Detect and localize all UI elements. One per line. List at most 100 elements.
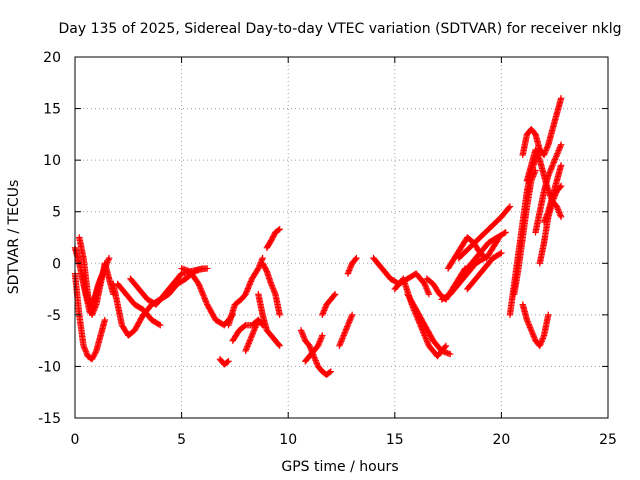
data-point [529, 331, 537, 338]
data-point [538, 338, 545, 345]
data-point [553, 203, 561, 210]
data-point [244, 341, 252, 349]
data-point [535, 153, 542, 161]
data-point [556, 210, 564, 218]
data-point [422, 335, 430, 342]
data-point [545, 311, 552, 319]
data-point [556, 145, 563, 153]
data-point [557, 182, 565, 190]
data-point [318, 333, 325, 341]
data-point [262, 265, 269, 272]
series-arc-4 [78, 270, 106, 316]
data-point [315, 341, 322, 348]
data-point [541, 217, 548, 224]
data-point [268, 236, 276, 243]
series-arc-35 [532, 141, 565, 236]
data-point [346, 317, 353, 324]
series-arc-15 [263, 226, 283, 252]
data-point [247, 334, 255, 341]
data-point [245, 340, 252, 347]
y-tick-label: 20 [43, 50, 61, 66]
data-point [523, 316, 531, 324]
data-point [528, 327, 535, 334]
series-arc-13 [255, 291, 283, 349]
data-point [201, 295, 208, 302]
data-point [556, 209, 563, 216]
data-point [267, 237, 275, 244]
data-point [105, 256, 112, 263]
data-point [313, 358, 320, 366]
data-point [105, 254, 113, 262]
series-arc-11 [229, 316, 262, 344]
series-arc-18 [319, 291, 339, 319]
data-point [259, 260, 266, 267]
data-point [196, 282, 203, 289]
data-point [91, 350, 99, 357]
data-point [251, 325, 258, 333]
data-point [275, 341, 283, 348]
data-point [530, 333, 537, 340]
data-point [531, 170, 538, 177]
data-point [557, 141, 565, 148]
data-point [556, 144, 564, 151]
data-point [542, 147, 550, 154]
data-point [336, 341, 344, 348]
data-point [246, 337, 254, 344]
data-point [242, 347, 249, 355]
data-point [551, 157, 558, 165]
data-point [531, 334, 538, 341]
series-arc-33 [519, 95, 565, 159]
data-point [317, 335, 325, 342]
data-point [322, 304, 329, 311]
data-point [275, 226, 282, 234]
y-tick-label: 0 [52, 256, 61, 272]
data-point [342, 327, 349, 335]
data-point [341, 330, 348, 338]
data-point [314, 342, 322, 349]
grid-lines [75, 57, 608, 418]
data-point [554, 204, 561, 212]
data-point [262, 266, 270, 274]
data-point [297, 327, 305, 334]
data-point [502, 229, 509, 236]
series-arc-17 [302, 332, 326, 365]
data-point [224, 358, 231, 366]
data-point [352, 255, 359, 263]
data-point [345, 320, 352, 327]
data-point [80, 344, 88, 351]
data-point [246, 338, 253, 346]
data-point [269, 285, 277, 292]
axis-ticks: 0 5 10 15 20 25 -15 -10 -5 0 5 10 15 20 [38, 50, 617, 448]
data-point [203, 265, 211, 272]
data-point [203, 299, 210, 307]
data-point [99, 270, 106, 277]
data-point [254, 266, 261, 273]
x-tick-label: 15 [386, 432, 404, 448]
data-point [542, 148, 549, 156]
data-point [543, 211, 551, 218]
data-point [97, 276, 104, 283]
data-point [269, 234, 276, 242]
data-point [421, 280, 428, 288]
data-point [424, 339, 431, 347]
data-point [252, 324, 259, 331]
series-arc-37 [540, 162, 565, 226]
data-point [419, 327, 427, 335]
data-point [549, 162, 556, 169]
data-point [535, 155, 543, 162]
data-point [200, 293, 208, 301]
data-point [537, 341, 544, 348]
data-point [527, 325, 534, 333]
data-point [422, 333, 429, 341]
data-point [267, 280, 275, 288]
data-point [340, 332, 347, 339]
data-point [320, 307, 328, 314]
data-point [92, 349, 99, 356]
data-point [311, 355, 319, 363]
data-point [524, 318, 531, 325]
data-point [198, 288, 205, 295]
data-point [447, 350, 454, 358]
data-point [424, 288, 431, 295]
data-point [316, 338, 324, 345]
